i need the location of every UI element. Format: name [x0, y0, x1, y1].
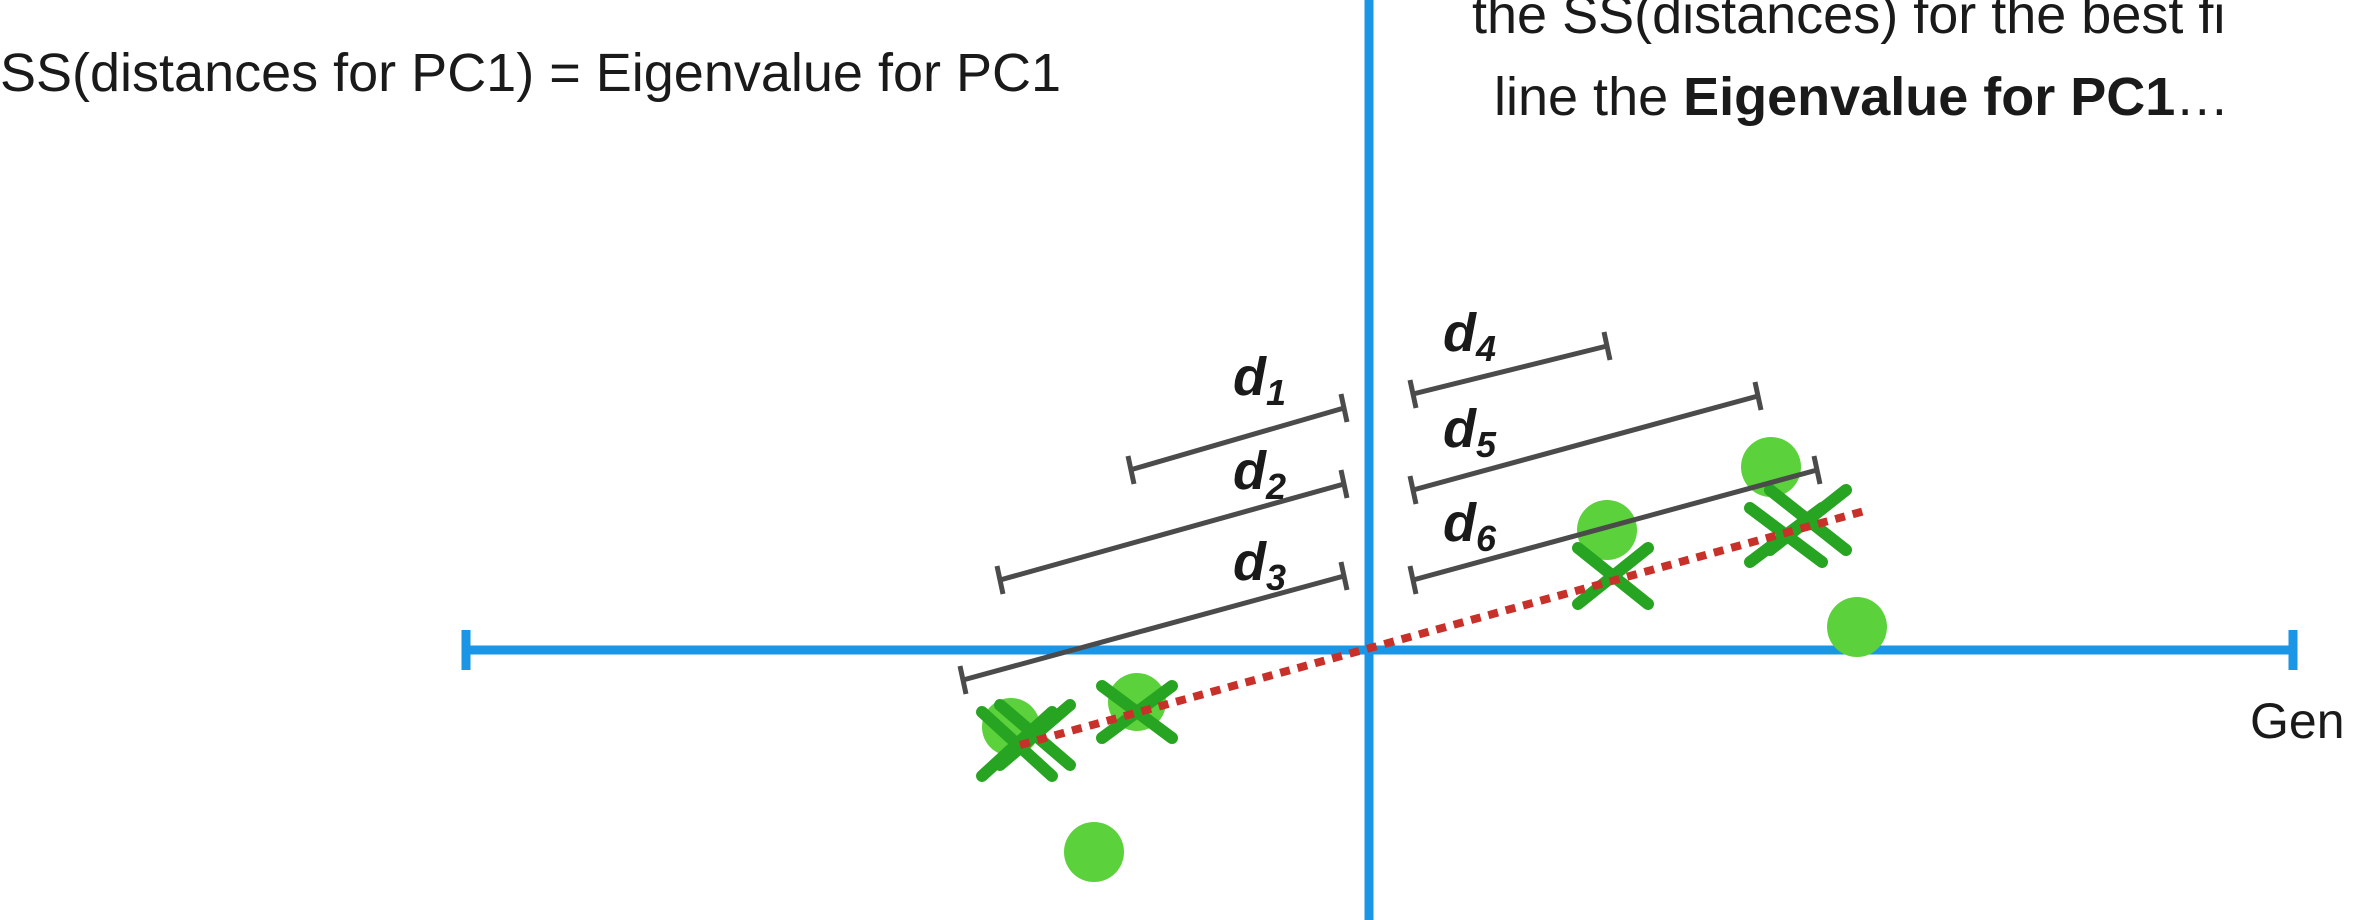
eigenvalue-equation: SS(distances for PC1) = Eigenvalue for P…	[0, 43, 1062, 103]
distance-bar-d6	[1407, 455, 1823, 595]
projected-points	[976, 484, 1852, 782]
distance-bar-d3	[957, 561, 1350, 695]
data-point	[1741, 437, 1801, 497]
distance-bar-d5	[1407, 381, 1764, 505]
explanation-line-2-suffix: …	[2175, 67, 2230, 127]
pc1-fit-line	[1018, 506, 1870, 749]
label-d5: d5	[1443, 399, 1497, 465]
label-d4: d4	[1443, 303, 1496, 369]
label-d6: d6	[1443, 493, 1497, 559]
explanation-line-2: line the Eigenvalue for PC1…	[1494, 66, 2229, 128]
projection-x-mark	[1096, 680, 1178, 744]
distance-bar-d1	[1125, 393, 1350, 485]
data-point	[1827, 597, 1887, 657]
explanation-line-2-bold: Eigenvalue for PC1	[1683, 67, 2176, 127]
explanation-line-1: the SS(distances) for the best fi	[1472, 0, 2226, 45]
label-d2: d2	[1233, 441, 1286, 507]
projection-x-mark	[1572, 542, 1654, 610]
data-point	[1577, 500, 1637, 560]
projection-x-mark	[994, 699, 1076, 771]
distance-bars	[957, 331, 1823, 695]
data-point	[1064, 822, 1124, 882]
distance-labels: d1 d2 d3 d4 d5 d6	[1233, 303, 1497, 598]
data-points	[982, 437, 1887, 882]
distance-bar-d2	[994, 469, 1350, 595]
axes	[461, 0, 2298, 920]
explanation-line-2-prefix: line the	[1494, 67, 1684, 127]
projection-x-mark	[1764, 484, 1852, 556]
label-d3: d3	[1233, 532, 1286, 598]
label-d1: d1	[1233, 347, 1286, 413]
distance-bar-d4	[1407, 331, 1613, 409]
x-axis-label: Gen	[2250, 693, 2345, 749]
